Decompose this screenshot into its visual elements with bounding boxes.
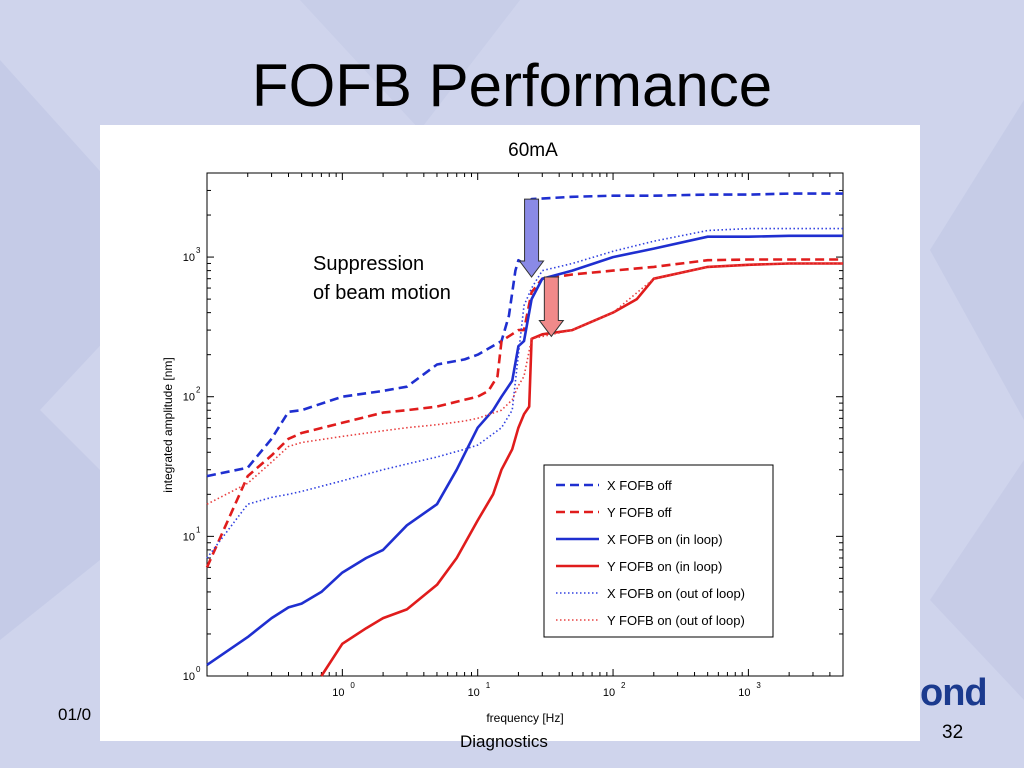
- y-tick-label: 10: [183, 671, 195, 683]
- series-line-x-fofb-off: [206, 192, 843, 478]
- background-star-left: [0, 60, 180, 640]
- series-line-x-fofb-on-out-of-loop: [206, 227, 843, 559]
- y-tick-label: 10: [183, 252, 195, 264]
- y-tick-exponent: 3: [196, 246, 201, 255]
- footer-text: Diagnostics: [460, 732, 548, 751]
- series-layer: [205, 192, 843, 677]
- chart-panel: 60mA 10 0 10 1 10 2 10 3 10 0 10 1 10 2 10 3 Suppressi…: [100, 125, 920, 741]
- x-tick-exponent: 3: [756, 681, 761, 690]
- annotation-line-1: Suppression: [313, 253, 424, 275]
- legend-label: X FOFB off: [607, 478, 672, 493]
- logo: ond: [920, 672, 988, 714]
- y-tick-label: 10: [183, 392, 195, 404]
- x-tick-label: 10: [468, 687, 480, 699]
- x-tick-exponent: 2: [621, 681, 626, 690]
- y-tick-label: 10: [183, 531, 195, 543]
- legend-label: X FOFB on (in loop): [607, 532, 723, 547]
- x-axis-label: frequency [Hz]: [486, 711, 563, 725]
- suppression-arrow-1: [518, 198, 545, 278]
- annotation-line-2: of beam motion: [313, 282, 451, 304]
- legend-label: Y FOFB on (in loop): [607, 559, 722, 574]
- x-axis-ticks: 10 0 10 1 10 2 10 3: [206, 173, 844, 699]
- background-star-right: [930, 100, 1024, 420]
- y-tick-exponent: 2: [196, 386, 201, 395]
- x-tick-exponent: 1: [486, 681, 491, 690]
- background-star-top: [300, 0, 520, 130]
- series-line-y-fofb-off: [205, 258, 843, 568]
- x-tick-label: 10: [332, 687, 344, 699]
- legend-box: [543, 464, 774, 638]
- background-star-bottom-right: [930, 460, 1024, 700]
- legend-label: Y FOFB on (out of loop): [607, 613, 745, 628]
- y-tick-exponent: 1: [196, 525, 201, 534]
- y-axis-label: integrated amplitude [nm]: [161, 357, 175, 492]
- suppression-arrow-2: [538, 276, 565, 338]
- x-tick-exponent: 0: [350, 681, 355, 690]
- legend: X FOFB off Y FOFB off X FOFB on (in loop) Y…: [543, 464, 774, 638]
- series-line-x-fofb-on-in-loop: [206, 234, 843, 666]
- footer-date: 01/0: [58, 705, 92, 724]
- chart-title: 60mA: [508, 140, 558, 161]
- x-tick-label: 10: [738, 687, 750, 699]
- legend-label: Y FOFB off: [607, 505, 672, 520]
- slide-title: FOFB Performance: [251, 52, 773, 119]
- legend-label: X FOFB on (out of loop): [607, 586, 745, 601]
- arrow-layer: [518, 198, 565, 338]
- page-number: 32: [942, 722, 964, 743]
- x-tick-label: 10: [603, 687, 615, 699]
- series-line-y-fofb-on-out-of-loop: [206, 262, 843, 505]
- y-tick-exponent: 0: [196, 665, 201, 674]
